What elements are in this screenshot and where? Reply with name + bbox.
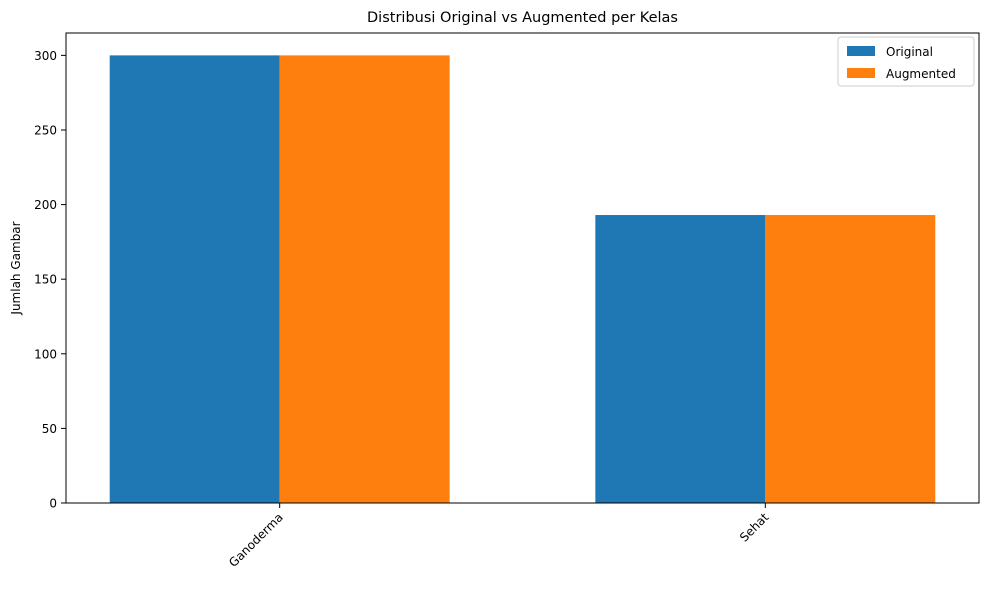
legend: Original Augmented [837,36,975,87]
y-tick-label: 200 [34,198,57,212]
bar-augmented-sehat [765,215,936,504]
legend-label-original: Original [886,45,933,59]
bar-original-sehat [595,215,766,504]
legend-swatch-original [847,46,875,56]
y-axis-label: Jumlah Gambar [9,221,23,315]
y-tick-label: 300 [34,49,57,63]
y-tick-label: 150 [34,273,57,287]
y-tick-label: 0 [49,497,57,511]
y-axis: 0 50 100 150 200 250 300 [34,49,66,511]
legend-swatch-augmented [847,68,875,78]
y-tick-label: 100 [34,347,57,361]
bar-original-ganoderma [109,55,280,503]
plot-frame [65,32,980,504]
bars-layer [109,55,936,504]
chart-title: Distribusi Original vs Augmented per Kel… [367,10,678,26]
bar-augmented-ganoderma [279,55,450,503]
y-tick-label: 250 [34,123,57,137]
y-tick-label: 50 [42,422,57,436]
legend-label-augmented: Augmented [886,67,956,81]
